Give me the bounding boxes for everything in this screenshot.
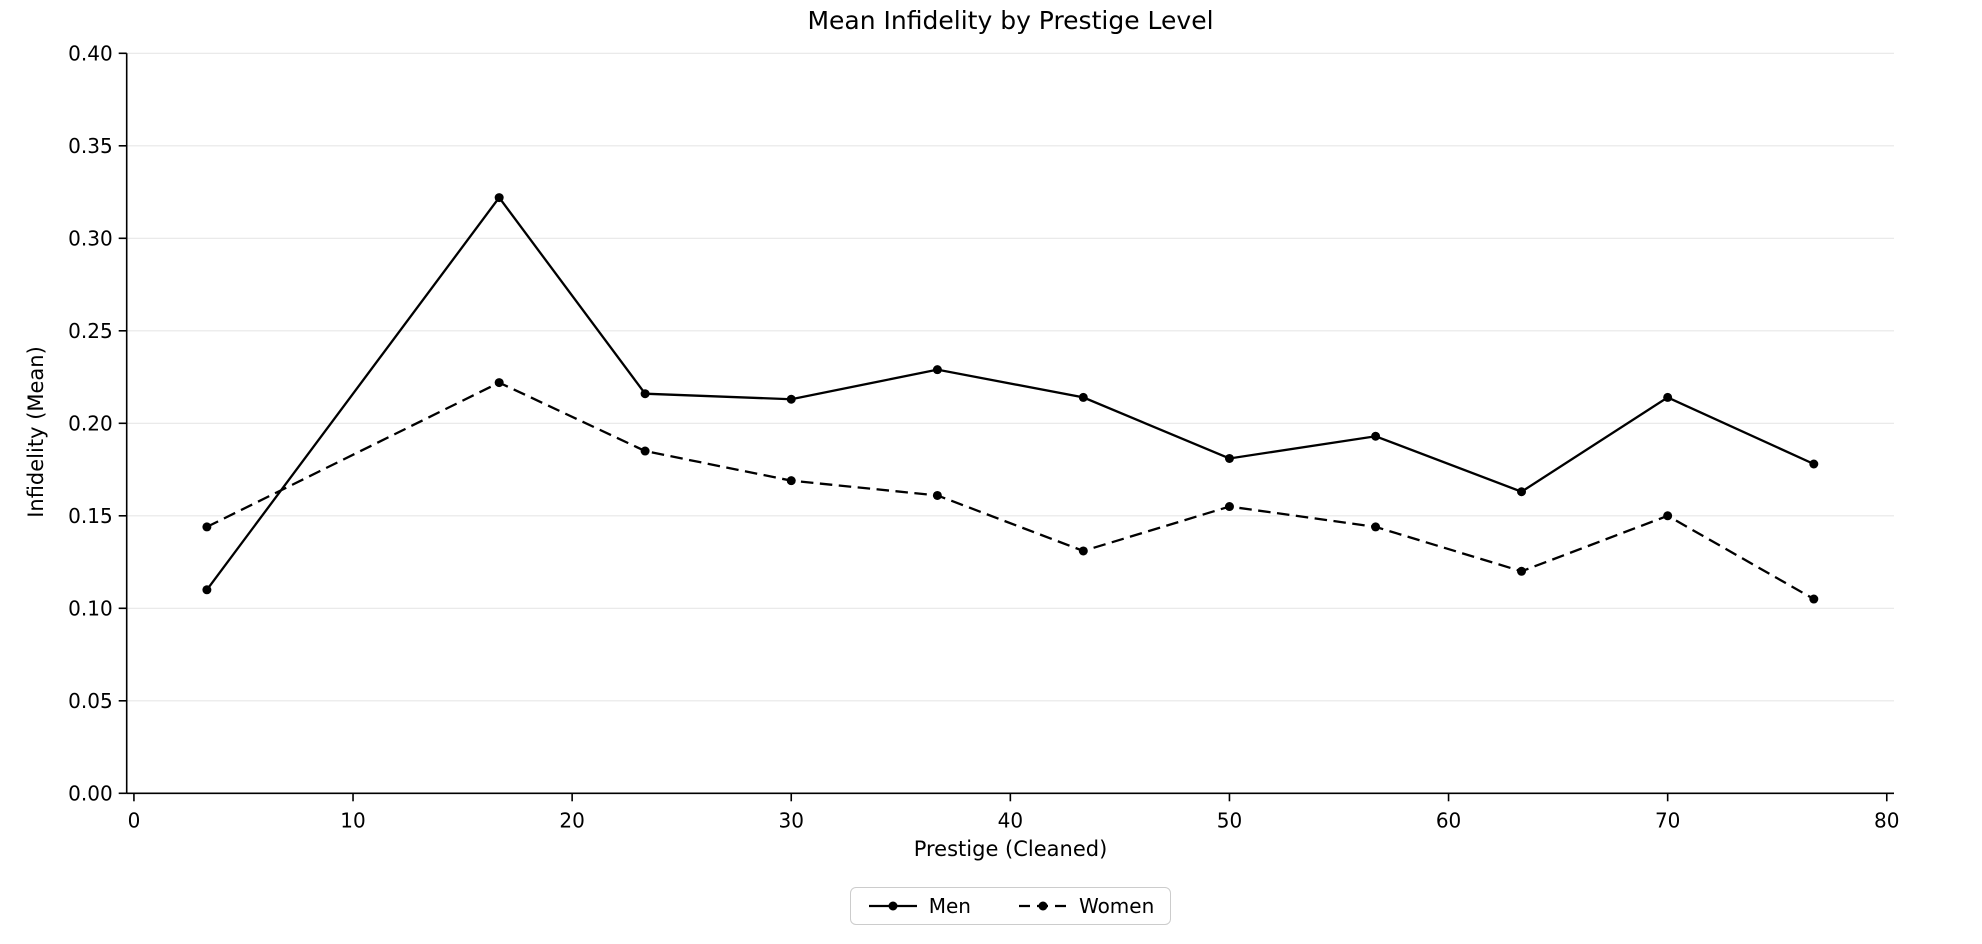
women-marker (1224, 502, 1234, 512)
legend-box: Men Women (849, 887, 1172, 925)
men-marker (640, 389, 650, 399)
y-tick-label: 0.10 (68, 596, 113, 620)
men-marker (1663, 392, 1673, 402)
y-tick-label: 0.30 (68, 226, 113, 250)
x-tick-label: 60 (1436, 808, 1461, 832)
women-marker (1809, 594, 1819, 604)
women-marker (1371, 522, 1381, 532)
y-tick-label: 0.25 (68, 319, 113, 343)
women-marker (786, 476, 796, 486)
y-tick-label: 0.15 (68, 504, 113, 528)
y-tick-label: 0.20 (68, 411, 113, 435)
women-marker (202, 522, 212, 532)
men-marker (932, 365, 942, 375)
men-marker (1517, 487, 1527, 497)
men-marker (1078, 392, 1088, 402)
women-marker (932, 490, 942, 500)
women-marker (1078, 546, 1088, 556)
y-tick-label: 0.40 (68, 41, 113, 65)
men-marker (1224, 453, 1234, 463)
y-tick-label: 0.00 (68, 781, 113, 805)
x-tick-label: 20 (559, 808, 584, 832)
x-tick-label: 70 (1655, 808, 1680, 832)
chart-title: Mean Infidelity by Prestige Level (807, 6, 1214, 35)
legend-item-men: Men (867, 894, 971, 918)
x-tick-label: 10 (340, 808, 365, 832)
men-marker (494, 193, 504, 203)
men-marker (1809, 459, 1819, 469)
x-axis-label: Prestige (Cleaned) (913, 837, 1108, 861)
men-marker (1371, 431, 1381, 441)
men-marker (202, 585, 212, 595)
legend: Men Women (127, 887, 1894, 925)
women-marker (1663, 511, 1673, 521)
men-line (205, 195, 1815, 591)
y-tick-label: 0.05 (68, 689, 113, 713)
x-tick-label: 50 (1217, 808, 1242, 832)
men-solid-line-swatch (868, 901, 917, 911)
legend-label-women: Women (1078, 894, 1155, 918)
x-tick-label: 80 (1874, 808, 1899, 832)
men-marker (786, 394, 796, 404)
legend-item-women: Women (1017, 894, 1154, 918)
x-tick-label: 0 (128, 808, 141, 832)
legend-label-men: Men (928, 894, 971, 918)
x-tick-label: 30 (779, 808, 804, 832)
women-dashed-line-swatch (1018, 901, 1067, 911)
women-marker (1517, 566, 1527, 576)
x-tick-label: 40 (998, 808, 1023, 832)
women-marker (640, 446, 650, 456)
women-line (206, 381, 1815, 601)
y-tick-label: 0.35 (68, 134, 113, 158)
women-marker (494, 378, 504, 388)
